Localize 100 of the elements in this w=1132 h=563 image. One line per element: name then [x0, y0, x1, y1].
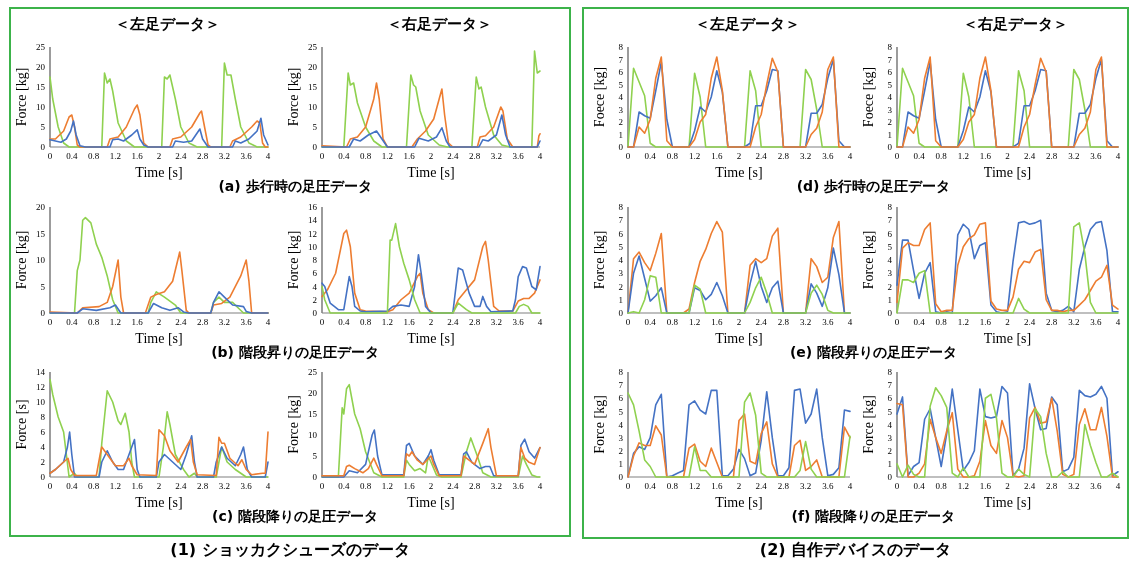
- y-tick-label: 3: [618, 104, 624, 115]
- y-tick-label: 0: [887, 308, 893, 319]
- x-tick-label: 2.4: [1023, 151, 1036, 161]
- text: (f) 階段降りの足圧データ: [791, 508, 956, 524]
- x-tick-label: 3.6: [822, 481, 834, 491]
- x-tick-label: 4: [265, 151, 271, 161]
- y-tick-label: 6: [887, 228, 893, 239]
- y-tick-label: 5: [618, 79, 624, 90]
- y-tick-label: 3: [618, 432, 624, 443]
- x-tick-label: 2.8: [196, 151, 209, 161]
- x-tick-label: 0.8: [87, 481, 100, 491]
- y-tick-label: 6: [312, 268, 318, 279]
- y-tick-label: 5: [618, 241, 624, 252]
- y-tick-label: 20: [36, 202, 46, 213]
- y-tick-label: 1: [618, 129, 623, 140]
- x-tick-label: 2.4: [1023, 317, 1036, 327]
- x-tick-label: 2.8: [468, 481, 481, 491]
- x-tick-label: 0.8: [666, 481, 679, 491]
- x-tick-label: 3.6: [1090, 151, 1103, 161]
- y-tick-label: 4: [887, 255, 893, 266]
- y-tick-label: 5: [312, 451, 318, 462]
- x-axis-title: Time [s]: [135, 165, 183, 180]
- x-tick-label: 1.2: [688, 317, 701, 327]
- x-tick-label: 0.8: [935, 481, 948, 491]
- x-tick-label: 2: [736, 481, 742, 491]
- x-axis-title: Time [s]: [407, 331, 455, 346]
- x-tick-label: 2.8: [777, 317, 790, 327]
- y-tick-label: 3: [887, 104, 893, 115]
- x-tick-label: 4: [1115, 317, 1121, 327]
- y-tick-label: 2: [618, 117, 623, 128]
- y-tick-label: 4: [618, 92, 624, 103]
- y-axis-title: Force [kg]: [14, 67, 29, 127]
- y-tick-label: 4: [618, 255, 624, 266]
- x-tick-label: 4: [847, 481, 853, 491]
- x-tick-label: 1.6: [711, 481, 723, 491]
- x-tick-label: 0.4: [644, 317, 657, 327]
- y-tick-label: 7: [618, 54, 624, 65]
- y-tick-label: 1: [618, 294, 623, 305]
- y-tick-label: 5: [618, 406, 624, 417]
- x-axis-title: Time [s]: [715, 165, 763, 180]
- x-tick-label: 3.2: [799, 317, 812, 327]
- y-tick-label: 4: [887, 92, 893, 103]
- y-tick-label: 6: [618, 67, 624, 78]
- x-tick-label: 2: [1005, 317, 1010, 327]
- y-axis-title: Force [kg]: [592, 230, 607, 290]
- y-axis-title: Force [kg]: [861, 230, 876, 290]
- x-tick-label: 4: [1115, 481, 1121, 491]
- x-tick-label: 4: [265, 317, 271, 327]
- x-tick-label: 0: [894, 481, 900, 491]
- x-tick-label: 1.2: [957, 317, 969, 327]
- x-tick-label: 1.2: [957, 151, 969, 161]
- x-tick-label: 0.4: [338, 151, 350, 161]
- x-tick-label: 0: [894, 151, 900, 161]
- y-tick-label: 4: [40, 442, 46, 453]
- line-series: [49, 117, 269, 148]
- y-tick-label: 0: [618, 142, 624, 153]
- x-tick-label: 1.6: [711, 317, 723, 327]
- y-tick-label: 10: [308, 241, 318, 252]
- x-tick-label: 2.4: [447, 317, 459, 327]
- text: (e) 階段昇りの足圧データ: [789, 344, 958, 360]
- x-tick-label: 0.4: [644, 151, 657, 161]
- y-tick-label: 2: [312, 294, 317, 305]
- x-tick-label: 0: [319, 151, 325, 161]
- x-tick-label: 0.4: [338, 317, 350, 327]
- y-tick-label: 4: [618, 419, 624, 430]
- y-axis-title: Force [kg]: [286, 67, 301, 127]
- y-tick-label: 5: [887, 241, 893, 252]
- y-tick-label: 12: [36, 382, 45, 393]
- text: (a) 歩行時の足圧データ: [218, 178, 372, 194]
- y-tick-label: 15: [308, 82, 318, 93]
- x-tick-label: 4: [847, 317, 853, 327]
- x-tick-label: 2: [1005, 151, 1010, 161]
- line-series: [627, 275, 851, 314]
- x-tick-label: 1.6: [131, 481, 144, 491]
- y-tick-label: 5: [887, 79, 893, 90]
- x-tick-label: 0.4: [338, 481, 350, 491]
- x-tick-label: 2.8: [1046, 317, 1058, 327]
- y-tick-label: 25: [308, 367, 318, 378]
- x-tick-label: 1.6: [131, 151, 144, 161]
- x-tick-label: 1.6: [403, 481, 416, 491]
- x-tick-label: 1.6: [979, 317, 992, 327]
- x-tick-label: 4: [537, 481, 543, 491]
- y-tick-label: 1: [887, 459, 892, 470]
- x-tick-label: 3.6: [240, 317, 253, 327]
- y-tick-label: 15: [36, 228, 46, 239]
- x-tick-label: 2.8: [196, 481, 209, 491]
- x-axis-title: Time [s]: [983, 331, 1032, 346]
- x-tick-label: 3.2: [1068, 317, 1080, 327]
- x-tick-label: 3.6: [512, 481, 525, 491]
- x-tick-label: 4: [1115, 151, 1121, 161]
- x-tick-label: 3.6: [822, 151, 834, 161]
- y-tick-label: 2: [887, 445, 892, 456]
- x-tick-label: 1.2: [381, 481, 394, 491]
- y-tick-label: 14: [36, 367, 46, 378]
- y-axis-title: Force [kg]: [14, 230, 29, 290]
- y-tick-label: 2: [887, 281, 892, 292]
- x-tick-label: 0.4: [913, 317, 926, 327]
- x-tick-label: 2: [156, 317, 162, 327]
- x-tick-label: 3.6: [240, 151, 253, 161]
- text: (b) 階段昇りの足圧データ: [211, 344, 379, 360]
